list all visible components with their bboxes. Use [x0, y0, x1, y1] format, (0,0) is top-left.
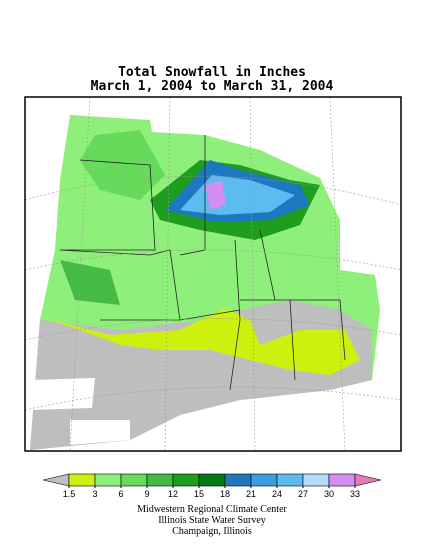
legend-label: 12: [168, 489, 178, 499]
no-data: [30, 378, 95, 410]
legend-swatch: [68, 473, 96, 487]
snow-region: [45, 308, 360, 375]
legend-label: 21: [246, 489, 256, 499]
legend-swatch: [198, 473, 226, 487]
snow-region: [80, 130, 165, 200]
title-line: March 1, 2004 to March 31, 2004: [91, 79, 334, 94]
no-data: [70, 420, 130, 445]
legend-swatch: [224, 473, 252, 487]
legend: 1.5 3 6 9 12 15 18 21 24 27 30 33: [42, 473, 382, 499]
legend-label: 3: [92, 489, 97, 499]
credit-line: Midwestern Regional Climate Center: [137, 504, 287, 515]
legend-label: 18: [220, 489, 230, 499]
map: [24, 96, 402, 452]
credit-line: Illinois State Water Survey: [158, 515, 266, 526]
legend-label: 9: [144, 489, 149, 499]
legend-swatch: [276, 473, 304, 487]
snow-region: [205, 180, 226, 210]
legend-arrow: [42, 473, 70, 487]
legend-label: 1.5: [63, 489, 76, 499]
credit-line: Champaign, Illinois: [172, 526, 252, 537]
snow-region: [60, 260, 120, 305]
graticule: [24, 96, 402, 452]
legend-arrow: [354, 473, 382, 487]
legend-label: 30: [324, 489, 334, 499]
legend-label: 6: [118, 489, 123, 499]
legend-label: 15: [194, 489, 204, 499]
legend-label: 24: [272, 489, 282, 499]
legend-swatch: [94, 473, 122, 487]
legend-swatch: [146, 473, 174, 487]
title-line: Total Snowfall in Inches: [118, 65, 306, 80]
legend-swatch: [172, 473, 200, 487]
legend-label: 27: [298, 489, 308, 499]
legend-swatch: [302, 473, 330, 487]
legend-swatch: [328, 473, 356, 487]
map-frame: [24, 96, 402, 452]
legend-label: 33: [350, 489, 360, 499]
legend-swatch: [120, 473, 148, 487]
legend-swatch: [250, 473, 278, 487]
